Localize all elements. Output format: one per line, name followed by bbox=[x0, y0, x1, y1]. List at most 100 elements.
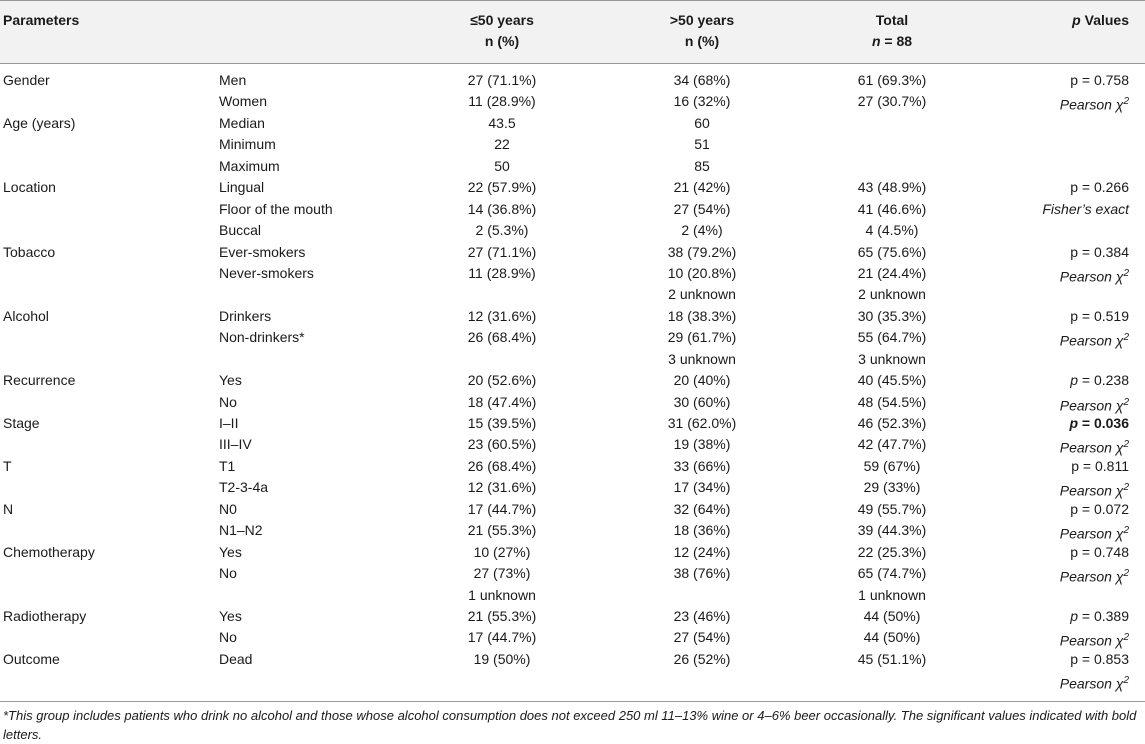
p-test-name: Pearson χ bbox=[1059, 525, 1124, 542]
row-value-old: 2 unknown bbox=[668, 286, 736, 302]
row-value-young: 26 (68.4%) bbox=[467, 458, 537, 474]
row-value-total: 45 (51.1%) bbox=[857, 651, 927, 667]
row-p-value: p = 0.519 bbox=[1070, 308, 1129, 324]
row-value-young: 26 (68.4%) bbox=[467, 329, 537, 345]
row-value-old: 2 (4%) bbox=[681, 222, 723, 238]
row-p-value: p = 0.811 bbox=[1071, 458, 1129, 474]
row-category: N0 bbox=[219, 501, 237, 517]
row-value-old: 30 (60%) bbox=[673, 394, 731, 410]
row-value-old: 26 (52%) bbox=[673, 651, 731, 667]
p-test-name: Pearson χ bbox=[1059, 482, 1124, 499]
row-value-old: 34 (68%) bbox=[673, 72, 731, 88]
row-value-old: 23 (46%) bbox=[673, 608, 731, 624]
row-category: T2-3-4a bbox=[219, 479, 269, 495]
p-test-name: Pearson χ bbox=[1059, 332, 1124, 349]
row-value-total: 49 (55.7%) bbox=[857, 501, 927, 517]
header-old-n: n (%) bbox=[684, 33, 720, 49]
row-value-total: 59 (67%) bbox=[863, 458, 921, 474]
p-test-superscript: 2 bbox=[1123, 332, 1129, 343]
row-value-young: 10 (27%) bbox=[473, 544, 531, 560]
header-p-word: Values bbox=[1080, 12, 1129, 28]
header-rule bbox=[0, 63, 1145, 64]
row-category: No bbox=[219, 629, 237, 645]
row-p-value: Pearson χ2 bbox=[929, 327, 1129, 352]
row-category: Floor of the mouth bbox=[219, 201, 333, 217]
row-value-total: 48 (54.5%) bbox=[857, 394, 927, 410]
row-p-value: Pearson χ2 bbox=[929, 477, 1129, 502]
row-value-young: 12 (31.6%) bbox=[467, 308, 537, 324]
row-p-value: p = 0.036 bbox=[929, 413, 1129, 434]
p-test-superscript: 2 bbox=[1123, 675, 1129, 686]
row-value-total: 40 (45.5%) bbox=[857, 372, 927, 388]
row-parameter: T bbox=[3, 458, 12, 474]
row-category: Never-smokers bbox=[219, 265, 314, 281]
row-p-value: Pearson χ2 bbox=[929, 563, 1129, 588]
row-value-young: 17 (44.7%) bbox=[467, 501, 537, 517]
row-value-old: 38 (79.2%) bbox=[667, 244, 737, 260]
row-value-young: 12 (31.6%) bbox=[467, 479, 537, 495]
row-parameter: Location bbox=[3, 179, 56, 195]
row-p-value: p = 0.072 bbox=[1070, 501, 1129, 517]
header-young-age: ≤50 years bbox=[470, 12, 534, 28]
row-parameter: Age (years) bbox=[3, 115, 76, 131]
p-symbol: p bbox=[1069, 415, 1078, 431]
row-parameter: Recurrence bbox=[3, 372, 76, 388]
row-value-old: 18 (38.3%) bbox=[667, 308, 737, 324]
header-total-n-symbol: n bbox=[871, 33, 881, 49]
row-category: Buccal bbox=[219, 222, 262, 238]
row-value-young: 11 (28.9%) bbox=[468, 93, 536, 109]
row-parameter: N bbox=[3, 501, 14, 517]
row-p-value: Pearson χ2 bbox=[929, 670, 1129, 695]
row-value-young: 50 bbox=[494, 158, 510, 174]
row-value-young: 19 (50%) bbox=[473, 651, 531, 667]
row-value-total: 4 (4.5%) bbox=[865, 222, 919, 238]
row-value-old: 12 (24%) bbox=[673, 544, 731, 560]
p-test-superscript: 2 bbox=[1123, 96, 1129, 107]
row-value-old: 31 (62.0%) bbox=[667, 415, 737, 431]
row-value-young: 11 (28.9%) bbox=[468, 265, 536, 281]
row-category: I–II bbox=[219, 415, 239, 431]
row-value-old: 3 unknown bbox=[668, 351, 736, 367]
row-value-young: 14 (36.8%) bbox=[467, 201, 537, 217]
p-test-name: Pearson χ bbox=[1059, 439, 1124, 456]
row-value-old: 18 (36%) bbox=[673, 522, 731, 538]
row-value-total: 65 (75.6%) bbox=[857, 244, 927, 260]
row-value-total: 39 (44.3%) bbox=[857, 522, 927, 538]
row-value-old: 51 bbox=[694, 136, 710, 152]
row-value-young: 27 (73%) bbox=[473, 565, 531, 581]
row-p-value: p = 0.238 bbox=[929, 370, 1129, 391]
p-test-superscript: 2 bbox=[1123, 268, 1129, 279]
row-value-young: 2 (5.3%) bbox=[475, 222, 529, 238]
row-value-old: 16 (32%) bbox=[673, 93, 731, 109]
row-category: N1–N2 bbox=[219, 522, 263, 538]
row-value-old: 19 (38%) bbox=[673, 436, 731, 452]
row-p-value: Pearson χ2 bbox=[929, 627, 1129, 652]
row-category: T1 bbox=[219, 458, 236, 474]
row-value-young: 21 (55.3%) bbox=[467, 608, 537, 624]
row-value-young: 23 (60.5%) bbox=[467, 436, 537, 452]
p-number: = 0.036 bbox=[1078, 415, 1129, 431]
row-value-young: 27 (71.1%) bbox=[467, 244, 537, 260]
row-value-young: 22 bbox=[494, 136, 510, 152]
row-category: Ever-smokers bbox=[219, 244, 306, 260]
row-parameter: Outcome bbox=[3, 651, 60, 667]
row-category: Maximum bbox=[219, 158, 280, 174]
row-p-value: p = 0.853 bbox=[1070, 651, 1129, 667]
row-value-total: 55 (64.7%) bbox=[857, 329, 927, 345]
row-category: Women bbox=[219, 93, 267, 109]
row-parameter: Chemotherapy bbox=[3, 544, 95, 560]
row-category: Drinkers bbox=[219, 308, 272, 324]
row-value-total: 41 (46.6%) bbox=[857, 201, 927, 217]
header-parameters: Parameters bbox=[3, 12, 80, 28]
row-value-total: 3 unknown bbox=[858, 351, 926, 367]
row-value-total: 43 (48.9%) bbox=[857, 179, 927, 195]
row-value-young: 21 (55.3%) bbox=[467, 522, 537, 538]
header-p-values: p Values bbox=[929, 10, 1129, 31]
p-test-name: Pearson χ bbox=[1059, 96, 1124, 113]
row-value-young: 20 (52.6%) bbox=[467, 372, 537, 388]
row-value-old: 27 (54%) bbox=[673, 629, 731, 645]
header-total: Total bbox=[875, 12, 909, 28]
p-test-superscript: 2 bbox=[1123, 525, 1129, 536]
row-value-young: 43.5 bbox=[488, 115, 516, 131]
row-value-young: 1 unknown bbox=[468, 587, 536, 603]
